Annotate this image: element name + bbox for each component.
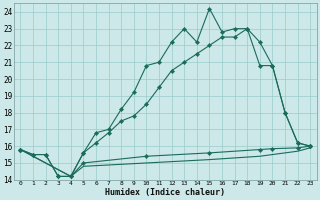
X-axis label: Humidex (Indice chaleur): Humidex (Indice chaleur): [105, 188, 225, 197]
